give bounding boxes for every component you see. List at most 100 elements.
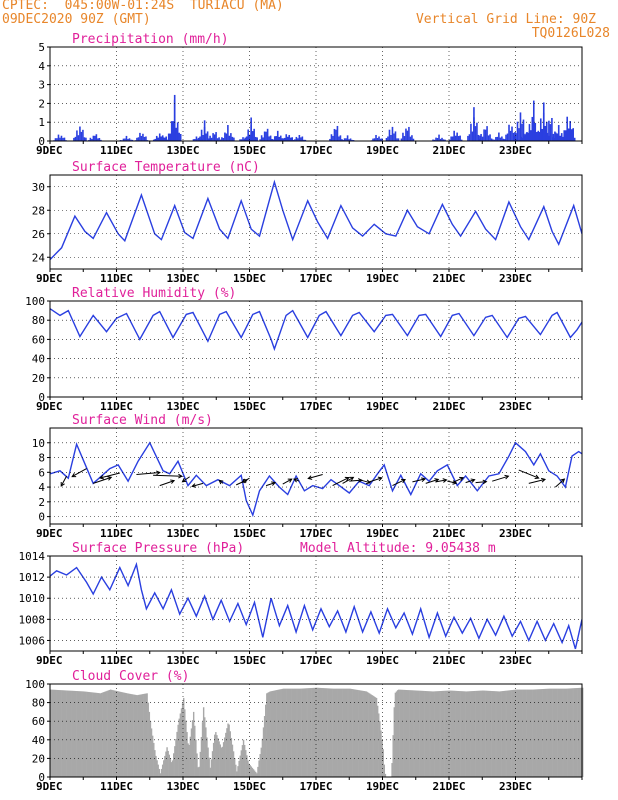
cloud-bar [304, 688, 307, 777]
y-tick-label: 2 [38, 97, 45, 110]
y-tick-label: 80 [32, 697, 45, 710]
precip-bar [409, 136, 412, 141]
x-tick-label: 21DEC [432, 400, 465, 413]
cloud-bar [250, 766, 253, 777]
precip-bar [411, 135, 413, 141]
precip-bar [330, 134, 333, 141]
precip-bar [432, 139, 434, 141]
cloud-bar [555, 688, 557, 777]
precip-bar [159, 138, 162, 141]
cloud-bar [431, 691, 433, 777]
cloud-bar [208, 757, 210, 777]
precip-bar [375, 134, 377, 141]
precip-bar [549, 124, 552, 141]
precip-bar [535, 131, 538, 141]
cloud-bar [371, 695, 373, 777]
precip-bar [408, 126, 410, 141]
y-tick-label: 0 [38, 135, 45, 148]
precip-bar [471, 131, 474, 141]
cloud-bar [302, 688, 305, 777]
cloud-bar [171, 760, 174, 777]
precip-bar [63, 137, 66, 141]
cloud-bar [517, 689, 520, 777]
precip-bar [251, 131, 254, 141]
precip-bar [74, 136, 77, 141]
wind-vector [465, 479, 475, 484]
cloud-bar [117, 691, 120, 777]
wind-arrowhead [71, 472, 77, 478]
cloud-bar [204, 717, 206, 777]
cloud-bar [457, 691, 460, 777]
cloud-bar [481, 690, 483, 777]
x-tick-label: 23DEC [499, 780, 532, 793]
precip-bar [342, 139, 344, 141]
precip-bar [122, 138, 125, 141]
precip-bar [335, 129, 337, 141]
cloud-bar [201, 722, 204, 777]
panel-2 [47, 174, 583, 272]
cloud-bar [410, 690, 412, 777]
cloud-bar [148, 711, 151, 777]
wind-arrowhead [241, 478, 247, 483]
precip-bar [152, 139, 155, 141]
precip-bar [553, 137, 556, 141]
cloud-bar [99, 693, 102, 777]
cloud-bar [328, 688, 330, 777]
cloud-bar [488, 690, 491, 777]
cloud-bar [202, 707, 205, 777]
cloud-bar [269, 691, 271, 777]
cloud-bar [400, 689, 402, 777]
cloud-bar [177, 724, 179, 777]
precip-bar [519, 112, 522, 141]
cloud-bar [484, 690, 486, 777]
cloud-bar [133, 694, 135, 777]
x-tick-label: 9DEC [36, 780, 63, 793]
cloud-bar [492, 691, 494, 777]
cloud-bar [257, 766, 259, 777]
cloud-bar [294, 688, 297, 777]
cloud-bar [170, 762, 173, 777]
cloud-bar [490, 690, 492, 777]
cloud-bar [209, 767, 212, 777]
cloud-bar [163, 760, 165, 777]
cloud-bar [485, 690, 487, 777]
precip-bar [513, 135, 516, 141]
cloud-bar [450, 690, 452, 777]
cloud-bar [252, 769, 255, 777]
cloud-bar [277, 689, 279, 777]
precip-bar [340, 139, 343, 141]
cloud-bar [420, 690, 422, 777]
cloud-bar [227, 723, 229, 777]
precip-bar [145, 136, 147, 141]
cloud-bar [75, 691, 77, 777]
cloud-bar [51, 689, 53, 777]
precip-bar [495, 137, 497, 141]
precip-bar [213, 134, 216, 141]
cloud-bar [351, 689, 353, 777]
cloud-bar [478, 690, 481, 777]
wind-arrowhead [534, 474, 540, 480]
cloud-bar [241, 745, 244, 777]
precip-bar [454, 135, 457, 141]
cloud-bar [98, 693, 101, 777]
x-tick-label: 11DEC [100, 527, 133, 540]
precip-bar [167, 133, 170, 141]
precip-bar [127, 138, 129, 141]
cloud-bar [288, 688, 290, 777]
precip-bar [492, 139, 494, 141]
cloud-bar [576, 688, 578, 777]
cloud-bar [404, 689, 407, 777]
wind-arrowhead [459, 476, 465, 482]
precip-bar [242, 137, 244, 141]
wind-arrowhead [292, 478, 299, 483]
cloud-bar [173, 753, 175, 777]
x-tick-label: 19DEC [366, 654, 399, 667]
wind-arrowhead [482, 479, 488, 485]
cloud-bar [370, 694, 372, 777]
cloud-bar [249, 765, 251, 777]
cloud-bar [339, 688, 341, 777]
y-tick-label: 100 [25, 295, 45, 308]
cloud-bar [536, 689, 538, 777]
cloud-bar [348, 688, 350, 777]
cloud-bar [540, 689, 543, 777]
